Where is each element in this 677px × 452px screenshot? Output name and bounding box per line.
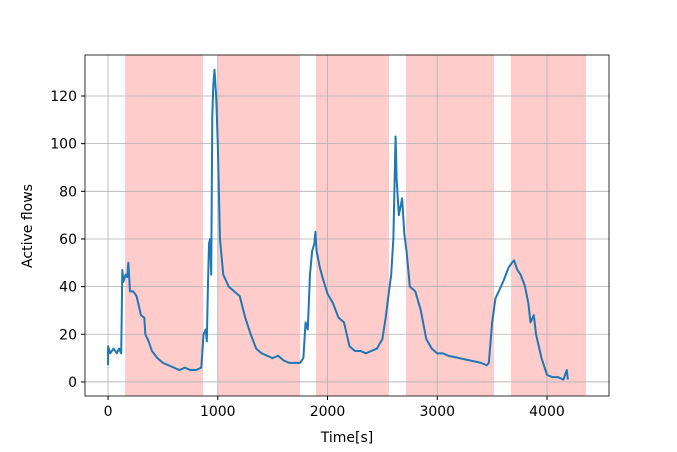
y-tick-label: 80 [59,184,77,200]
y-tick-label: 120 [50,89,77,105]
x-tick-label: 4000 [529,404,565,420]
shaded-span [405,55,494,396]
shaded-span [315,55,389,396]
plot-frame [84,54,610,397]
y-tick-label: 0 [68,375,77,391]
y-axis-label: Active flows [20,184,36,268]
y-tick-label: 60 [59,232,77,248]
x-tick-label: 0 [104,404,113,420]
shaded-span [218,55,300,396]
x-tick-label: 2000 [310,404,346,420]
x-tick-label: 3000 [419,404,455,420]
data-line [107,68,569,381]
y-tick-label: 40 [59,280,77,296]
shaded-span [125,55,204,396]
y-tick-label: 100 [50,137,77,153]
x-tick-label: 1000 [200,404,236,420]
x-axis-label: Time[s] [320,430,373,446]
shaded-span [511,55,586,396]
y-tick-label: 20 [59,327,77,343]
